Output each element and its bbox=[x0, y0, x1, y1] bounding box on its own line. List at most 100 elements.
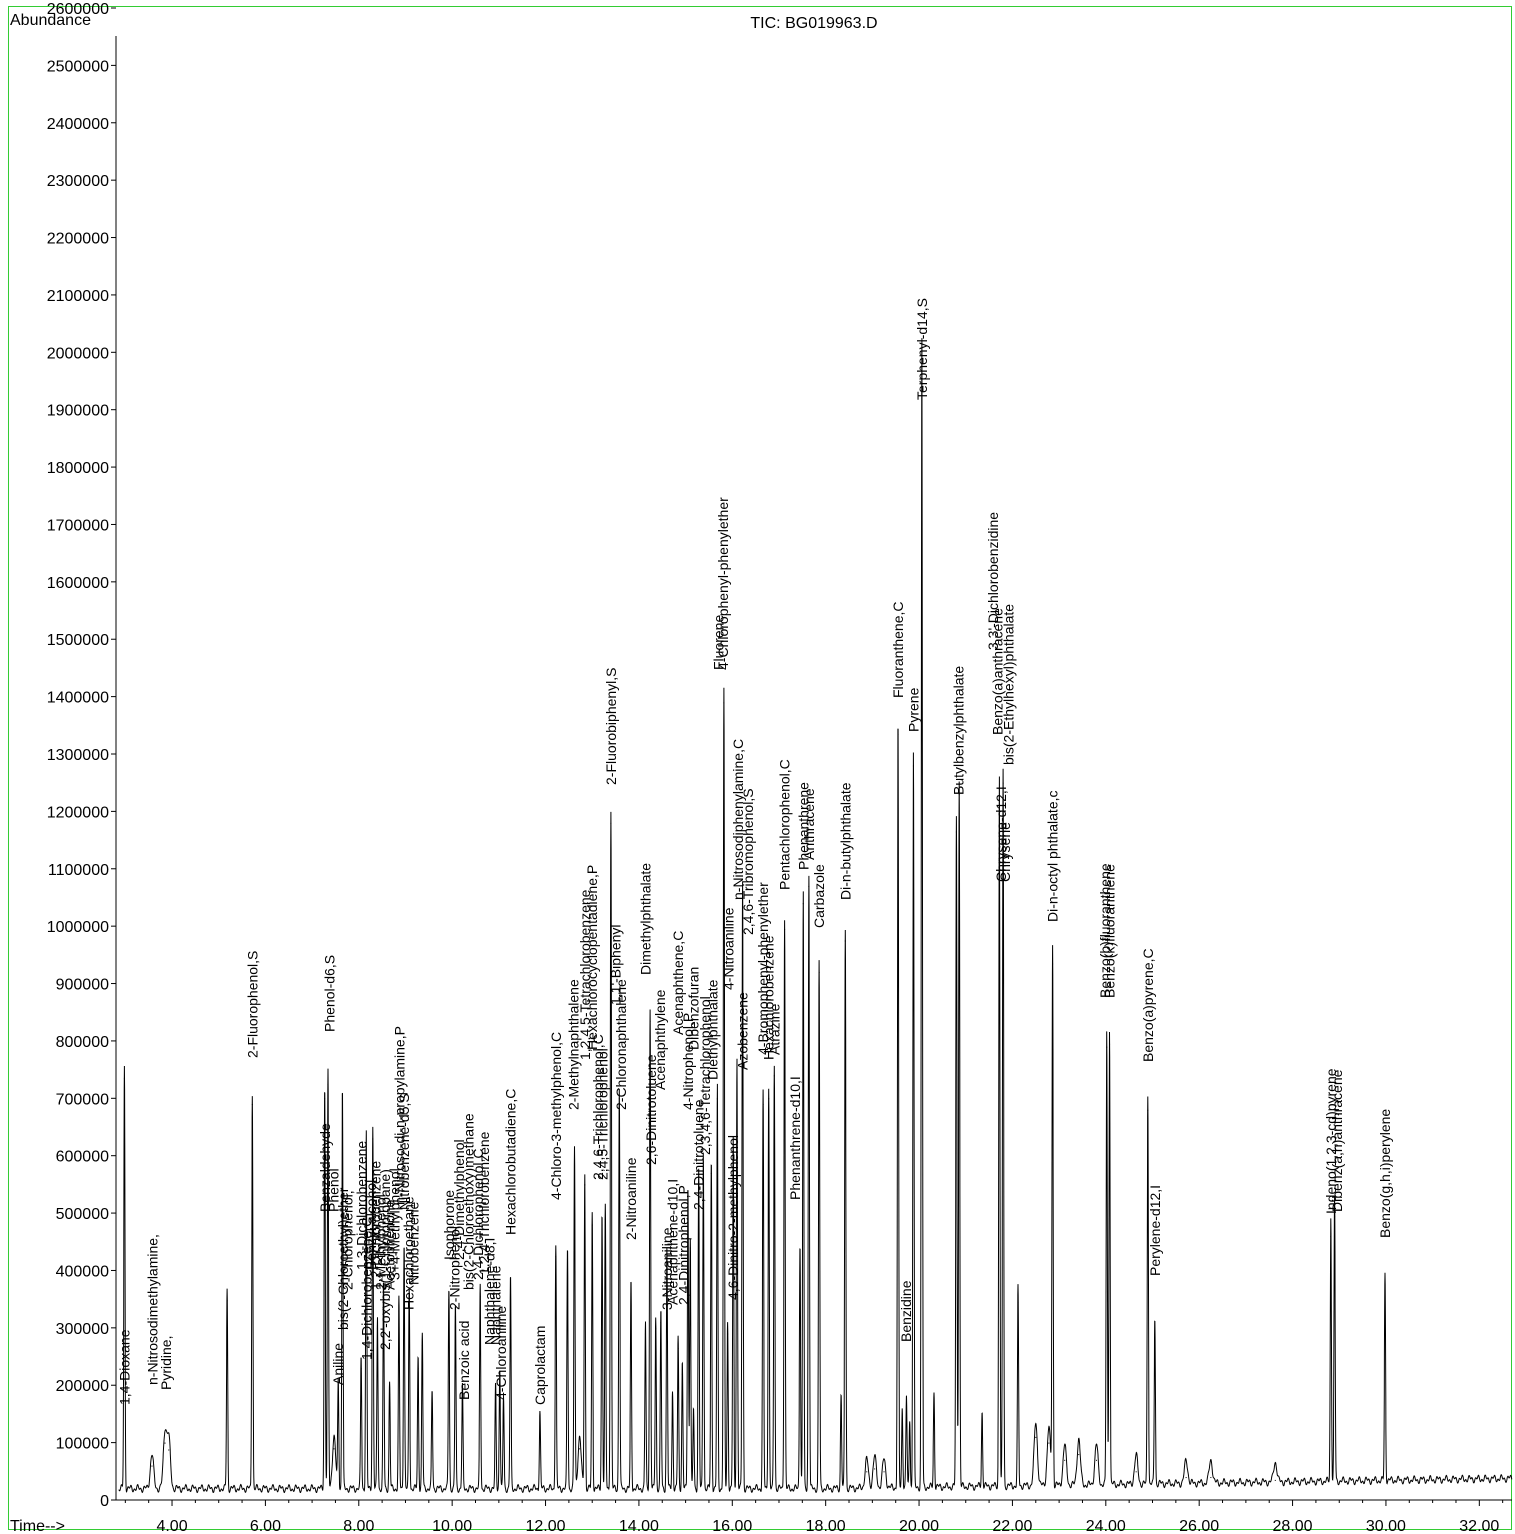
peak-label: Diethylphthalate bbox=[705, 979, 721, 1080]
peak-label: Fluorene bbox=[710, 615, 726, 670]
x-axis-label: Time--> bbox=[10, 1518, 65, 1534]
peak-label: Acetophenone bbox=[382, 1199, 398, 1290]
y-tick-label: 2500000 bbox=[47, 58, 109, 75]
peak-label: Dibenzofuran bbox=[686, 967, 702, 1050]
peak-label: Chrysene-d12,I bbox=[993, 786, 1009, 882]
y-tick-label: 500000 bbox=[56, 1206, 109, 1223]
peak-label: 2-Nitrophenol bbox=[447, 1226, 463, 1310]
peak-label: Chrysene bbox=[997, 822, 1013, 882]
y-tick-label: 200000 bbox=[56, 1378, 109, 1395]
peak-label: Hexachloroethane bbox=[401, 1196, 417, 1310]
peak-label: bis(2-Ethylhexyl)phthalate bbox=[1001, 604, 1017, 765]
peak-label: 2-Methylphenol bbox=[372, 1194, 388, 1290]
peak-label: Pentachlorophenol,C bbox=[777, 759, 793, 890]
peak-label: Hexachlorocyclopentadiene,P bbox=[584, 865, 600, 1050]
peak-label: 2,4-Dichlorophenol,C bbox=[470, 1148, 486, 1280]
y-tick-label: 1400000 bbox=[47, 690, 109, 707]
peak-label: bis(2-Chloroethyl)ether bbox=[335, 1187, 351, 1330]
peak-label: Nitrobenzene-d5,S bbox=[396, 1093, 412, 1210]
y-tick-label: 1500000 bbox=[47, 632, 109, 649]
x-tick-label: 20.00 bbox=[899, 1518, 939, 1534]
peak-label: 4-Nitroaniline bbox=[721, 907, 737, 990]
peak-label: Indeno(1,2,3-cd)pyrene bbox=[1323, 1068, 1339, 1214]
y-tick-label: 1200000 bbox=[47, 804, 109, 821]
peak-label: Phenanthrene bbox=[795, 782, 811, 870]
x-tick-label: 30.00 bbox=[1366, 1518, 1406, 1534]
y-tick-label: 100000 bbox=[56, 1436, 109, 1453]
peak-label: Hexachlorobenzene bbox=[761, 935, 777, 1060]
y-tick-label: 2200000 bbox=[47, 231, 109, 248]
peak-label: 2-Nitroaniline bbox=[623, 1157, 639, 1240]
peak-label: 2-Fluorophenol,S bbox=[244, 951, 260, 1058]
y-tick-label: 1900000 bbox=[47, 403, 109, 420]
peak-label: Terphenyl-d14,S bbox=[914, 298, 930, 400]
y-tick-label: 1700000 bbox=[47, 517, 109, 534]
peak-label: 2,6-Dinitrotoluene bbox=[643, 1054, 659, 1165]
peak-label: 2-Fluorobiphenyl,S bbox=[603, 667, 619, 785]
y-tick-label: 300000 bbox=[56, 1321, 109, 1338]
peak-label: 3+4-Methylphenol bbox=[387, 1168, 403, 1280]
peak-label: Benzo(a)pyrene,C bbox=[1140, 948, 1156, 1062]
x-tick-label: 8.00 bbox=[343, 1518, 374, 1534]
peak-label: 2-Methylnaphthalene bbox=[566, 979, 582, 1110]
peak-label: 2,3,4,6-Tetrachlorophenol bbox=[697, 996, 713, 1155]
peak-label: Caprolactam bbox=[532, 1326, 548, 1405]
y-tick-label: 1000000 bbox=[47, 919, 109, 936]
peak-label: 2-Chloronaphthalene bbox=[613, 979, 629, 1110]
y-tick-label: 2300000 bbox=[47, 173, 109, 190]
x-tick-label: 24.00 bbox=[1086, 1518, 1126, 1534]
peak-label: 1,1'-Biphenyl bbox=[608, 925, 624, 1006]
peak-label: 4-Chloroaniline bbox=[493, 1306, 509, 1400]
peak-label: 1,3-Dichlorobenzene bbox=[354, 1141, 370, 1270]
y-tick-label: 1800000 bbox=[47, 460, 109, 477]
peak-label: Benzo(a)anthracene bbox=[990, 608, 1006, 735]
peak-label: 2,4-Dimethylphenol bbox=[451, 1139, 467, 1260]
peak-label: Butylbenzylphthalate bbox=[950, 666, 966, 795]
y-tick-label: 2000000 bbox=[47, 345, 109, 362]
peak-label: Anthracene bbox=[801, 788, 817, 860]
peak-label: Di-n-butylphthalate bbox=[837, 782, 853, 900]
y-axis-label: Abundance bbox=[10, 12, 91, 29]
y-tick-label: 1300000 bbox=[47, 747, 109, 764]
y-tick-label: 800000 bbox=[56, 1034, 109, 1051]
x-tick-label: 16.00 bbox=[712, 1518, 752, 1534]
peak-label: 2,4-Dinitrophenol,P bbox=[676, 1185, 692, 1305]
x-tick-label: 12.00 bbox=[526, 1518, 566, 1534]
peak-label: bis(2-Chloroethoxy)methane bbox=[461, 1113, 477, 1290]
peak-label: Fluoranthene,C bbox=[890, 601, 906, 698]
y-tick-label: 700000 bbox=[56, 1091, 109, 1108]
peak-label: 2,4-Dinitrotoluene bbox=[691, 1099, 707, 1210]
x-tick-label: 22.00 bbox=[992, 1518, 1032, 1534]
peak-label: 4-Chloro-3-methylphenol,C bbox=[548, 1032, 564, 1200]
peak-label: Benzyl alcohol bbox=[363, 1180, 379, 1270]
peak-label: Benzo(k)fluoranthene bbox=[1102, 864, 1118, 998]
peak-label: n-Nitroso-di-n-propylamine,P bbox=[391, 1026, 407, 1205]
y-tick-label: 0 bbox=[100, 1493, 109, 1510]
axes-group: 0 100000 200000 300000 400000 500000 600000 700… bbox=[47, 1, 1512, 1534]
x-tick-label: 4.00 bbox=[156, 1518, 187, 1534]
peak-label: 4-Bromophenyl-phenylether bbox=[755, 882, 771, 1055]
chart-frame bbox=[8, 6, 1512, 1530]
peak-label: Phenanthrene-d10,I bbox=[787, 1076, 803, 1200]
tic-trace-line bbox=[118, 338, 1513, 1494]
peak-label: Carbazole bbox=[811, 864, 827, 928]
y-tick-label: 1600000 bbox=[47, 575, 109, 592]
peak-label: 1,2,4,5-Tetrachlorobenzene bbox=[577, 889, 593, 1060]
y-tick-label: 2600000 bbox=[47, 1, 109, 18]
peak-label: Benzo(g,h,i)perylene bbox=[1377, 1109, 1393, 1238]
trace-group bbox=[118, 338, 1513, 1494]
peak-label: Perylene-d12,I bbox=[1147, 1185, 1163, 1276]
x-tick-label: 32.00 bbox=[1459, 1518, 1499, 1534]
y-tick-label: 600000 bbox=[56, 1149, 109, 1166]
peak-label: Phenol-d6,S bbox=[321, 955, 337, 1032]
peak-label: Benzoic acid bbox=[456, 1321, 472, 1400]
peak-label: Naphthalene-d8,I bbox=[482, 1238, 498, 1345]
peak-label: Dimethylphthalate bbox=[638, 863, 654, 975]
x-tick-label: 10.00 bbox=[432, 1518, 472, 1534]
peak-label: Benzidine bbox=[898, 1280, 914, 1342]
x-tick-label: 14.00 bbox=[619, 1518, 659, 1534]
peak-label: 1,2-Dichlorobenzene bbox=[368, 1161, 384, 1290]
peak-label: 4-Chlorophenyl-phenylether bbox=[715, 497, 731, 670]
x-tick-label: 18.00 bbox=[806, 1518, 846, 1534]
